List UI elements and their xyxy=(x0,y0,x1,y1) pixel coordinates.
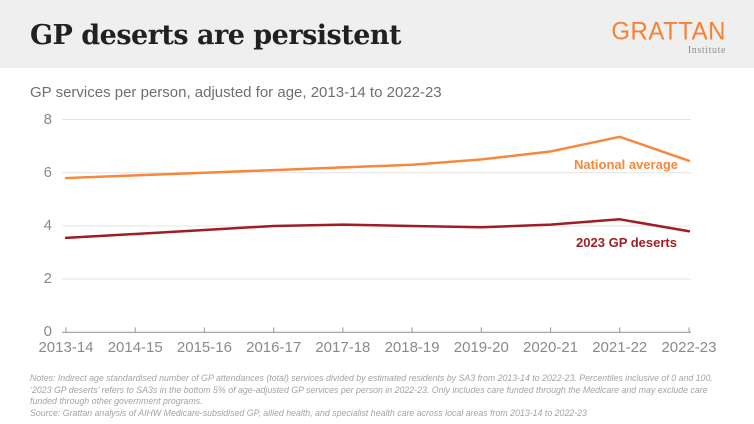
grattan-logo: GRATTAN Institute xyxy=(611,17,726,56)
y-axis-label: 4 xyxy=(43,216,52,234)
x-axis-label: 2022-23 xyxy=(661,339,717,356)
x-axis-label: 2021-22 xyxy=(592,339,648,356)
x-axis-label: 2014-15 xyxy=(107,339,163,356)
series-line-1 xyxy=(64,218,691,240)
x-axis-label: 2019-20 xyxy=(453,339,509,356)
x-axis-label: 2020-21 xyxy=(523,339,579,356)
page-title: GP deserts are persistent xyxy=(30,20,401,51)
y-axis-label: 6 xyxy=(43,163,52,181)
grattan-logo-institute: Institute xyxy=(687,45,726,56)
notes-text: Notes: Indirect age standardised number … xyxy=(30,373,713,407)
chart-subtitle: GP services per person, adjusted for age… xyxy=(30,84,442,101)
y-axis-label: 2 xyxy=(43,270,52,288)
x-axis-label: 2015-16 xyxy=(176,339,232,356)
series-line-0 xyxy=(64,135,691,180)
series-label-national-average: National average xyxy=(573,157,678,172)
footnotes: Notes: Indirect age standardised number … xyxy=(30,373,726,419)
x-axis-label: 2018-19 xyxy=(384,339,440,356)
series-label-2023-gp-deserts: 2023 GP deserts xyxy=(576,235,677,250)
x-axis-label: 2013-14 xyxy=(38,339,94,356)
x-axis-label: 2016-17 xyxy=(246,339,302,356)
y-axis-label: 0 xyxy=(43,323,52,341)
grattan-logo-wordmark: GRATTAN xyxy=(611,17,726,46)
x-axis-label: 2017-18 xyxy=(315,339,371,356)
y-axis-label: 8 xyxy=(43,110,52,128)
source-text: Source: Grattan analysis of AIHW Medicar… xyxy=(30,407,587,418)
header: GP deserts are persistent GRATTAN Instit… xyxy=(0,0,754,68)
